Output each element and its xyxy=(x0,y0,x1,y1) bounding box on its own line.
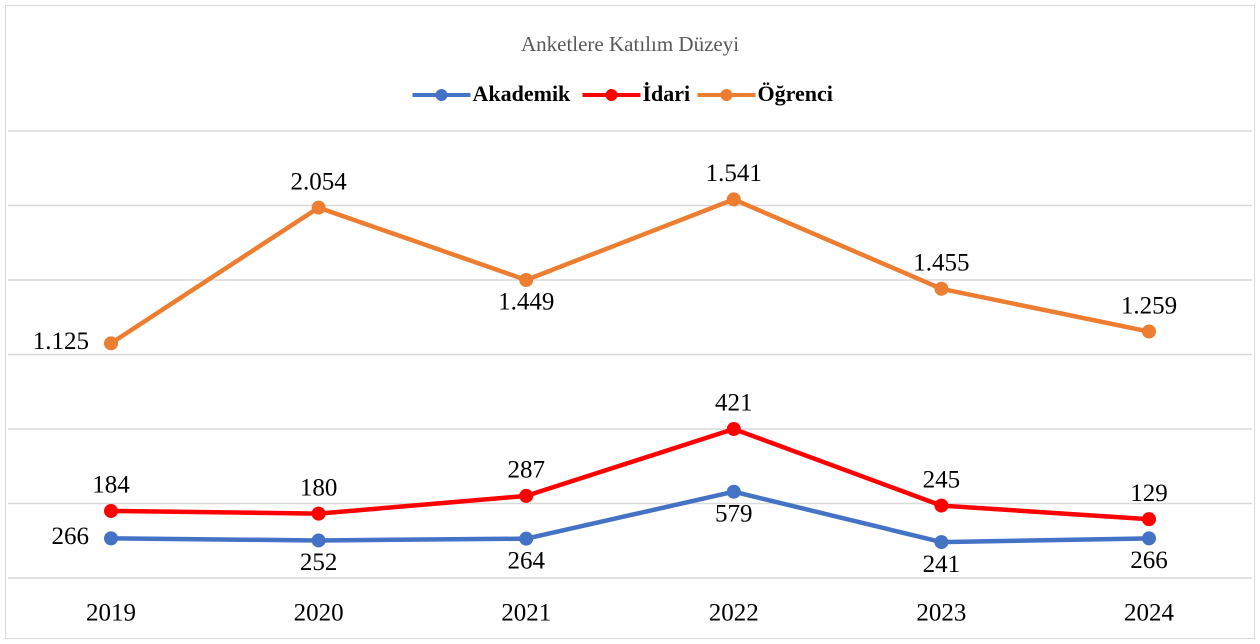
data-label: 264 xyxy=(507,547,545,574)
x-tick-label: 2024 xyxy=(1124,600,1175,627)
data-point xyxy=(104,531,118,546)
data-label: 579 xyxy=(715,500,753,527)
x-tick-label: 2020 xyxy=(294,600,344,627)
x-tick-label: 2023 xyxy=(916,600,966,627)
data-point xyxy=(1142,531,1156,546)
data-label: 266 xyxy=(1130,547,1168,574)
series-line xyxy=(110,489,1150,545)
data-point xyxy=(519,488,534,503)
data-label: 129 xyxy=(1130,480,1168,507)
data-label: 1.455 xyxy=(913,250,969,277)
legend-marker xyxy=(720,89,733,101)
legend-marker xyxy=(605,89,618,101)
data-point xyxy=(1142,324,1156,339)
data-point xyxy=(726,484,741,499)
legend-label: Öğrenci xyxy=(758,81,833,106)
data-point xyxy=(104,503,118,518)
data-point xyxy=(934,535,949,550)
data-label: 1.125 xyxy=(33,328,89,355)
data-point xyxy=(311,506,326,521)
series-line xyxy=(109,197,1150,346)
data-point xyxy=(104,336,118,351)
data-label: 1.259 xyxy=(1121,292,1177,319)
data-label: 1.449 xyxy=(498,289,554,316)
legend-label: Akademik xyxy=(473,81,572,106)
data-label: 266 xyxy=(52,523,90,550)
data-point xyxy=(311,200,326,215)
data-point xyxy=(519,273,534,287)
x-tick-label: 2021 xyxy=(501,600,551,627)
data-label: 252 xyxy=(300,549,338,576)
data-point xyxy=(519,531,534,546)
data-point xyxy=(311,533,326,548)
data-label: 2.054 xyxy=(290,168,347,195)
data-point xyxy=(726,192,741,207)
data-label: 184 xyxy=(92,472,130,499)
data-point xyxy=(934,498,949,513)
data-point xyxy=(934,281,949,296)
legend-marker xyxy=(435,89,448,101)
x-tick-label: 2022 xyxy=(709,600,759,627)
legend-label: İdari xyxy=(643,81,691,106)
x-tick-label: 2019 xyxy=(86,600,136,627)
series-line xyxy=(110,426,1150,522)
data-point xyxy=(1142,512,1156,527)
data-label: 287 xyxy=(507,457,545,484)
data-label: 241 xyxy=(923,551,961,578)
data-point xyxy=(726,422,741,436)
data-label: 180 xyxy=(300,474,338,501)
chart-border xyxy=(5,5,1255,639)
data-label: 245 xyxy=(923,466,961,493)
chart-title: Anketlere Katılım Düzeyi xyxy=(521,32,739,56)
data-label: 421 xyxy=(715,390,753,417)
data-label: 1.541 xyxy=(706,160,762,187)
